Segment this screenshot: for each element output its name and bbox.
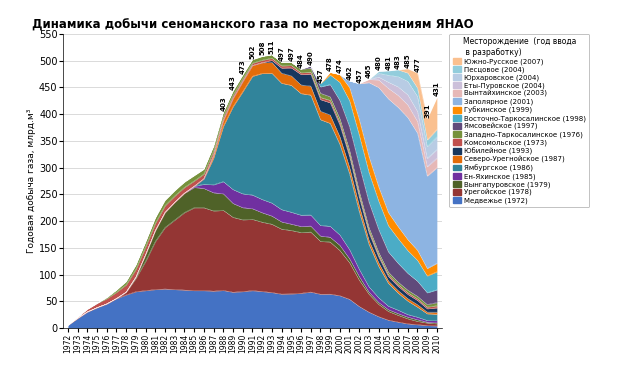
Text: 457: 457: [317, 68, 323, 83]
Text: 485: 485: [404, 53, 411, 67]
Text: 474: 474: [337, 58, 343, 74]
Legend: Южно-Русское (2007), Песцовое (2004), Юрхаровское (2004), Еты-Пуровское (2004), : Южно-Русское (2007), Песцовое (2004), Юр…: [449, 34, 589, 207]
Text: 490: 490: [308, 50, 314, 65]
Text: 484: 484: [298, 53, 304, 68]
Text: 508: 508: [259, 41, 265, 55]
Text: 391: 391: [424, 103, 430, 118]
Text: 477: 477: [415, 57, 420, 72]
Text: 497: 497: [288, 46, 294, 61]
Title: Динамика добычи сеноманского газа по месторождениям ЯНАО: Динамика добычи сеноманского газа по мес…: [32, 18, 473, 31]
Text: 480: 480: [375, 55, 382, 70]
Text: 443: 443: [230, 75, 236, 90]
Text: 497: 497: [278, 46, 285, 61]
Text: 457: 457: [356, 68, 362, 83]
Text: 473: 473: [240, 59, 245, 74]
Text: 403: 403: [220, 97, 227, 112]
Text: 481: 481: [386, 55, 391, 70]
Text: 431: 431: [434, 82, 440, 97]
Text: 511: 511: [269, 39, 275, 54]
Text: 478: 478: [327, 57, 333, 71]
Text: 502: 502: [249, 44, 256, 58]
Text: 465: 465: [366, 64, 372, 78]
Y-axis label: Годовая добыча газа, млрд.м³: Годовая добыча газа, млрд.м³: [27, 109, 36, 253]
Text: 483: 483: [395, 54, 401, 69]
Text: 462: 462: [346, 66, 353, 80]
